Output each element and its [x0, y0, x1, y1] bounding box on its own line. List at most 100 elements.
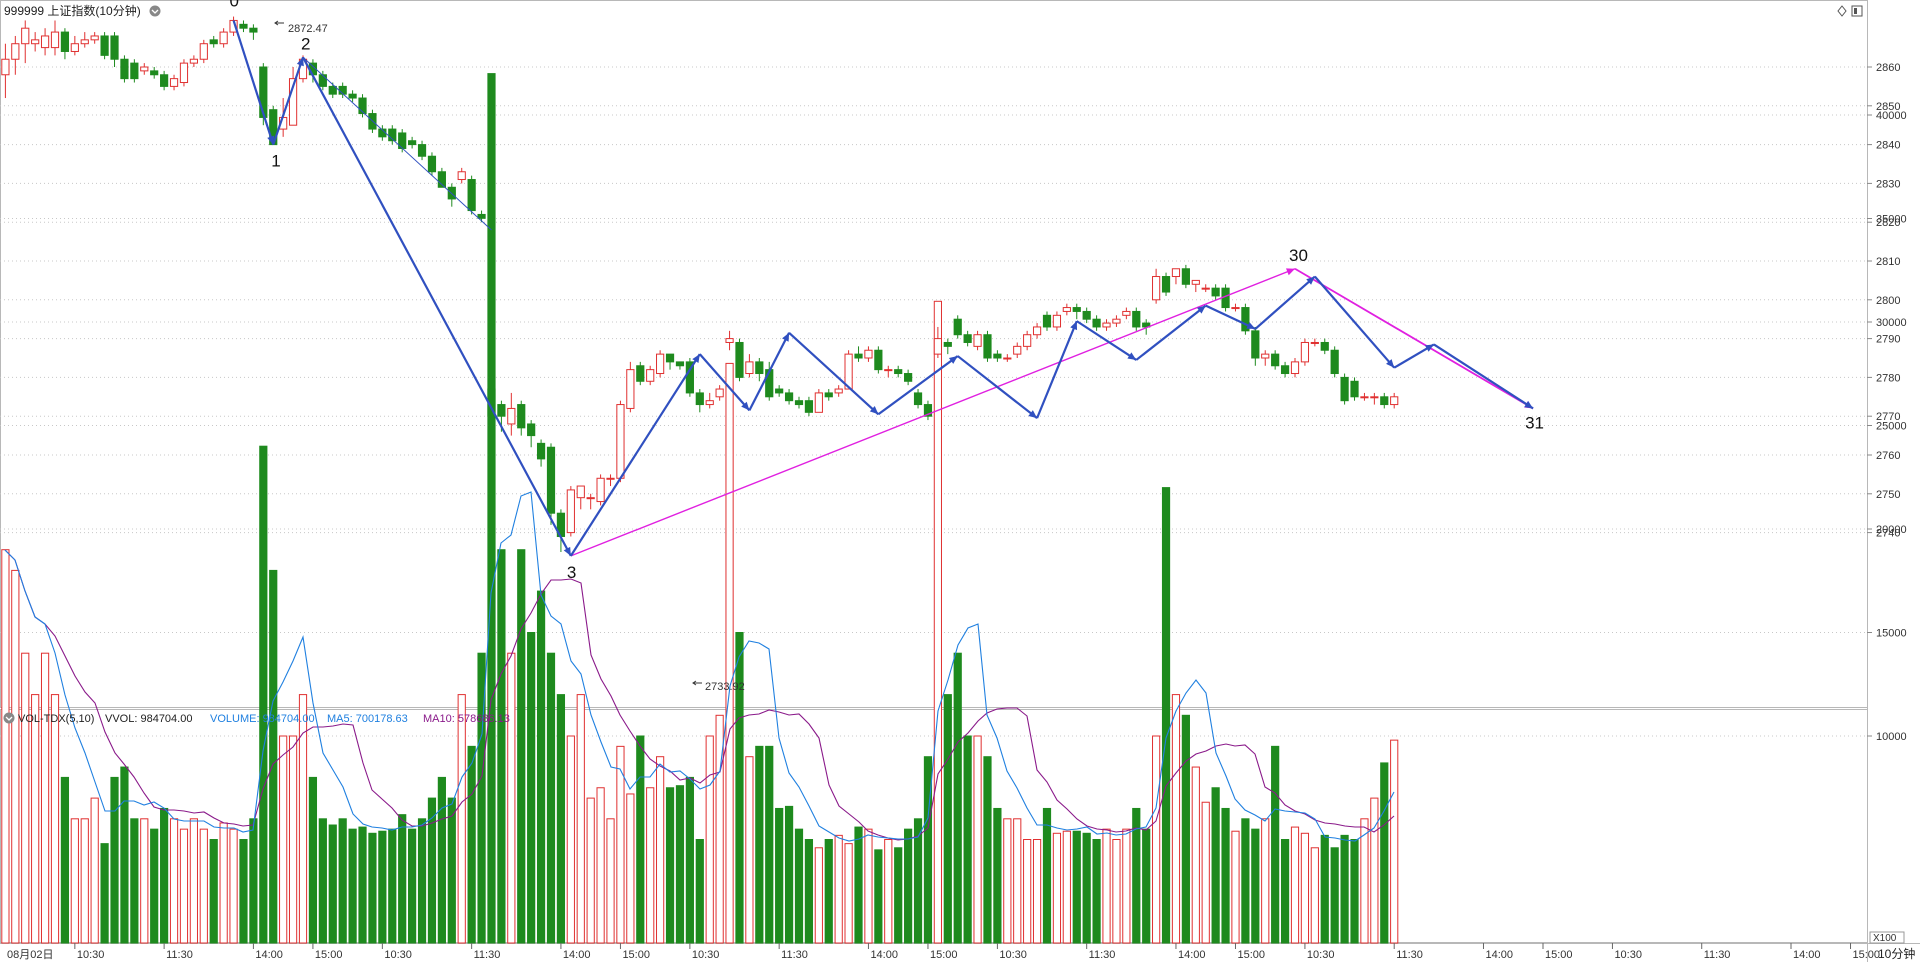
low-price-label: 2733.92 — [705, 681, 745, 693]
volume-bar — [427, 797, 437, 944]
candle-body — [1390, 396, 1399, 406]
candle-body — [705, 400, 714, 406]
volume-bar — [169, 818, 179, 944]
candle-body — [675, 361, 685, 367]
volume-bar — [904, 828, 913, 944]
candle-body — [1082, 310, 1091, 320]
volume-bar — [110, 776, 119, 944]
blue-wave-arrow-head — [1127, 352, 1137, 360]
volume-bar — [755, 745, 764, 944]
candle-body — [527, 423, 536, 437]
candle-body — [80, 39, 89, 45]
time-tick-label: 14:00 — [563, 949, 591, 961]
candle-body — [874, 349, 883, 371]
candle-body — [1023, 334, 1032, 347]
volume-bar — [40, 652, 50, 944]
candle-body — [1360, 396, 1369, 399]
candle-body — [507, 407, 516, 425]
volume-bar — [1340, 834, 1349, 944]
volume-bar — [1023, 839, 1032, 944]
candle-body — [1300, 341, 1310, 363]
candle-body — [616, 404, 625, 479]
date-label: 08月02日 — [7, 949, 53, 961]
candle-body — [983, 334, 992, 359]
volume-bar — [209, 839, 218, 944]
candle-body — [1320, 341, 1329, 351]
volume-bar — [933, 300, 942, 944]
candle-body — [348, 93, 357, 99]
candle-body — [715, 388, 724, 398]
volume-value: VOLUME: 984704.00 — [210, 713, 315, 725]
panel-toggle-icon[interactable] — [1851, 5, 1863, 17]
multiplier-label: X100 — [1873, 933, 1897, 944]
blue-wave-arrow-head — [782, 332, 790, 342]
volume-bar — [1161, 487, 1171, 944]
candle-body — [1271, 353, 1280, 367]
candle-body — [536, 442, 546, 460]
volume-bar — [854, 826, 863, 944]
candle-body — [953, 318, 962, 336]
volume-bar — [1330, 847, 1339, 944]
candle-body — [1032, 326, 1042, 336]
candle-body — [130, 62, 139, 80]
wave-labels: 0 1 2 3 30 31 — [230, 0, 1544, 582]
title-menu-icon[interactable] — [149, 5, 161, 17]
volume-bar — [626, 793, 635, 944]
volume-bar — [120, 766, 129, 944]
diamond-icon[interactable] — [1837, 5, 1847, 17]
volume-menu-icon[interactable] — [3, 712, 15, 724]
candle-body — [814, 392, 823, 413]
time-tick-label: 11:30 — [781, 949, 808, 961]
volume-bar — [467, 745, 476, 944]
candle-body — [497, 404, 506, 417]
volume-tick-label: 35000 — [1876, 214, 1907, 226]
candle-body — [973, 334, 982, 347]
price-tick-label: 2740 — [1876, 528, 1900, 540]
candle-body — [179, 62, 189, 84]
time-tick-label: 15:00 — [622, 949, 650, 961]
candle-body — [70, 43, 79, 52]
candle-body — [1330, 349, 1339, 375]
candle-body — [318, 74, 327, 87]
volume-tick-label: 25000 — [1876, 421, 1907, 433]
candle-body — [1280, 365, 1290, 375]
volume-bar — [656, 756, 665, 944]
volume-tick-label: 10000 — [1876, 731, 1907, 743]
volume-bar — [556, 694, 566, 944]
candle-body — [437, 171, 446, 188]
volume-bar — [1052, 832, 1062, 944]
candle-body — [993, 353, 1002, 359]
candle-body — [457, 171, 466, 181]
volume-bar — [546, 652, 556, 944]
candle-body — [665, 353, 675, 363]
candle-body — [576, 485, 585, 499]
volume-bar — [398, 814, 407, 944]
volume-bar — [675, 785, 685, 944]
candle-body — [1132, 310, 1141, 328]
candle-body — [844, 353, 853, 390]
time-tick-label: 10:30 — [77, 949, 105, 961]
volume-bar — [388, 828, 397, 944]
volume-bar — [487, 73, 496, 944]
volume-bar — [527, 632, 536, 944]
volume-bar — [1171, 694, 1181, 944]
price-tick-label: 2850 — [1876, 101, 1900, 113]
candle-body — [1191, 279, 1200, 285]
time-tick-label: 14:00 — [1178, 949, 1206, 961]
candle-body — [864, 349, 873, 359]
high-pointer — [274, 20, 284, 26]
price-tick-label: 2780 — [1876, 372, 1900, 384]
blue-wave-arrow-head — [1028, 410, 1038, 419]
volume-bar — [884, 839, 893, 944]
blue-wave-arrow — [957, 355, 1038, 420]
volume-bar — [646, 787, 655, 944]
candle-body — [1340, 376, 1349, 402]
time-tick-label: 15:00 — [930, 949, 958, 961]
candle-body — [259, 66, 268, 118]
blue-wave-arrow-head — [1524, 400, 1534, 409]
volume-bar — [150, 828, 159, 944]
candle-body — [884, 369, 893, 372]
magenta-wave-arrow — [570, 268, 1296, 557]
volume-bar — [834, 834, 843, 944]
period-label[interactable]: 10分钟 — [1878, 946, 1915, 961]
